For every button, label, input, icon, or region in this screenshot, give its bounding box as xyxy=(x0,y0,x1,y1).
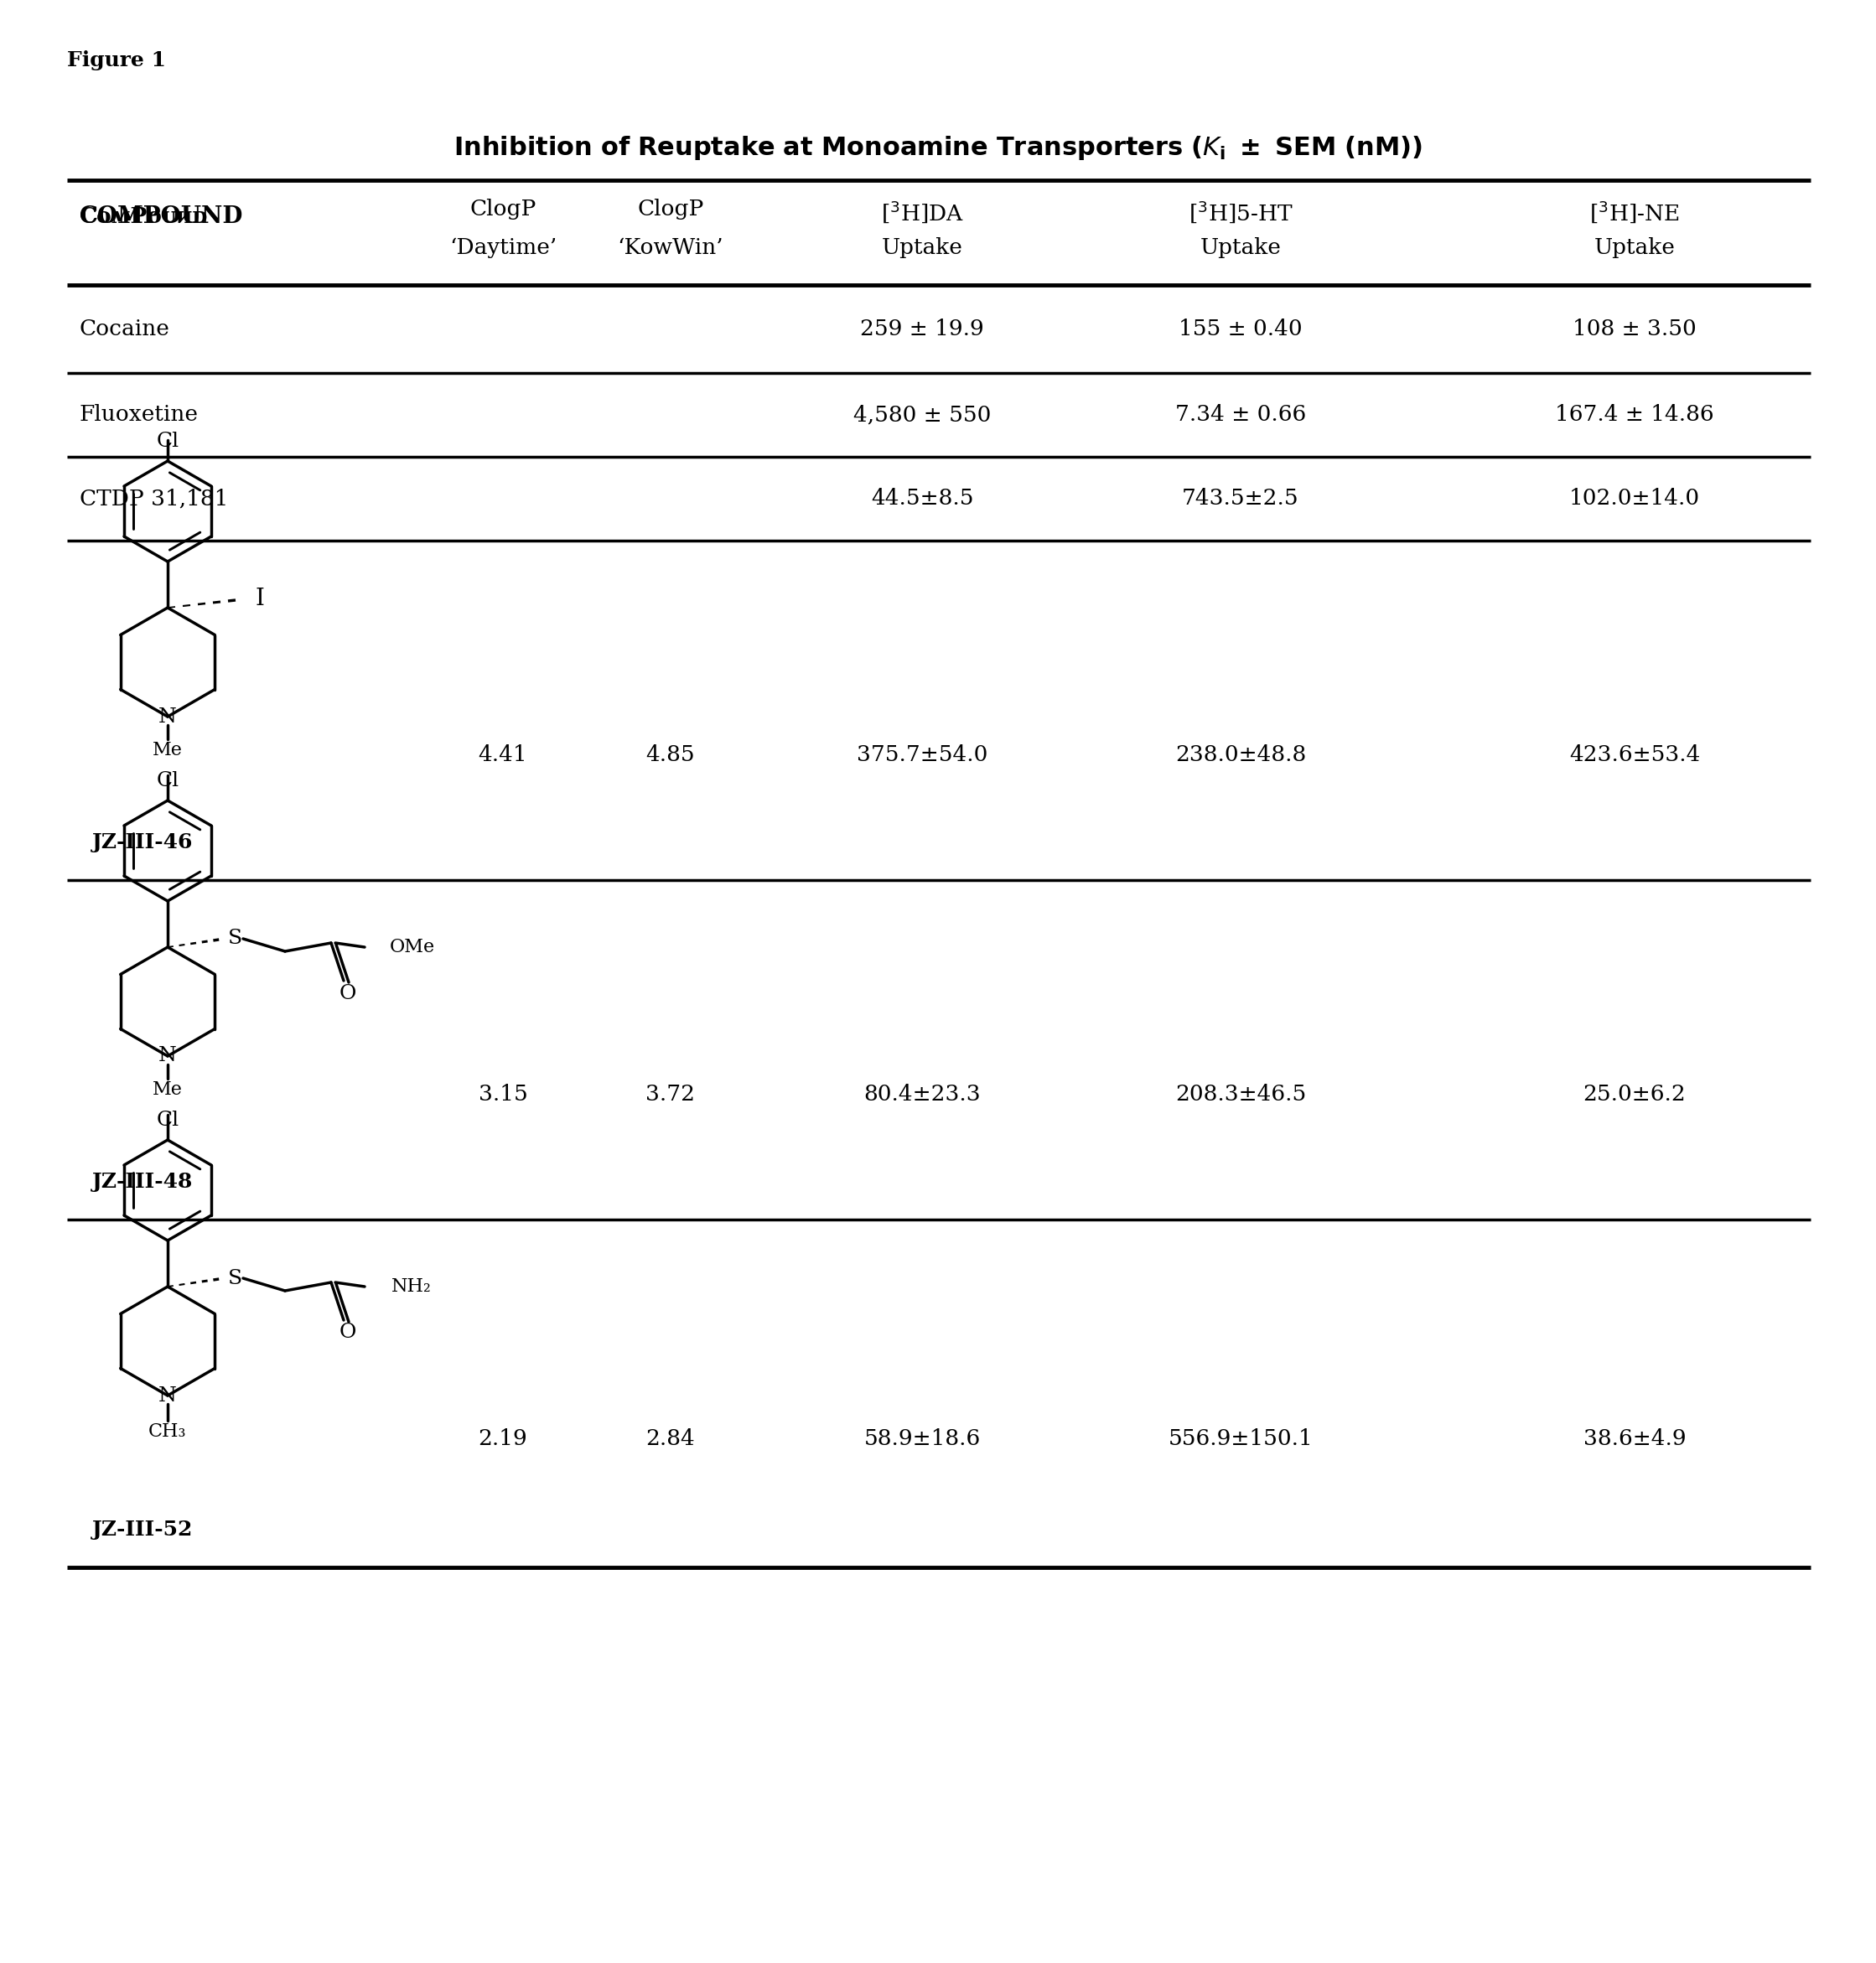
Text: ‘Daytime’: ‘Daytime’ xyxy=(448,238,557,259)
Text: ClogP: ClogP xyxy=(469,198,537,220)
Text: N: N xyxy=(158,1386,176,1406)
Text: O: O xyxy=(340,1323,356,1343)
Text: 7.34 ± 0.66: 7.34 ± 0.66 xyxy=(1174,404,1306,426)
Text: Figure 1: Figure 1 xyxy=(68,51,165,71)
Text: ClogP: ClogP xyxy=(638,198,704,220)
Text: 4,580 ± 550: 4,580 ± 550 xyxy=(854,404,991,426)
Text: 375.7±54.0: 375.7±54.0 xyxy=(857,744,987,766)
Text: 423.6±53.4: 423.6±53.4 xyxy=(1568,744,1700,766)
Text: N: N xyxy=(158,707,176,726)
Text: 167.4 ± 14.86: 167.4 ± 14.86 xyxy=(1555,404,1715,426)
Text: 208.3±46.5: 208.3±46.5 xyxy=(1174,1084,1306,1105)
Text: JZ-III-48: JZ-III-48 xyxy=(92,1172,193,1192)
Text: 155 ± 0.40: 155 ± 0.40 xyxy=(1178,318,1302,340)
Text: 2.84: 2.84 xyxy=(645,1429,696,1449)
Text: 743.5±2.5: 743.5±2.5 xyxy=(1182,489,1298,508)
Text: 3.72: 3.72 xyxy=(645,1084,696,1105)
Text: Cl: Cl xyxy=(156,771,178,791)
Text: CᴏᴍPᴏᴜᴎᴅ: CᴏᴍPᴏᴜᴎᴅ xyxy=(79,206,208,228)
Text: Uptake: Uptake xyxy=(882,238,962,259)
Text: 2.19: 2.19 xyxy=(478,1429,527,1449)
Text: 556.9±150.1: 556.9±150.1 xyxy=(1169,1429,1313,1449)
Text: 108 ± 3.50: 108 ± 3.50 xyxy=(1572,318,1696,340)
Text: CTDP 31,181: CTDP 31,181 xyxy=(79,489,229,508)
Text: 238.0±48.8: 238.0±48.8 xyxy=(1174,744,1306,766)
Text: ‘KowWin’: ‘KowWin’ xyxy=(617,238,724,259)
Text: JZ-III-52: JZ-III-52 xyxy=(92,1519,193,1539)
Text: $\mathbf{Inhibition\ of\ Reuptake\ at\ Monoamine\ Transporters\ (}$$\mathbf{\mat: $\mathbf{Inhibition\ of\ Reuptake\ at\ M… xyxy=(454,133,1422,161)
Text: 259 ± 19.9: 259 ± 19.9 xyxy=(861,318,985,340)
Text: 25.0±6.2: 25.0±6.2 xyxy=(1583,1084,1687,1105)
Text: I: I xyxy=(255,589,265,610)
Text: N: N xyxy=(158,1046,176,1066)
Text: Cl: Cl xyxy=(156,432,178,451)
Text: Fluoxetine: Fluoxetine xyxy=(79,404,199,426)
Text: S: S xyxy=(227,1268,242,1288)
Text: 4.85: 4.85 xyxy=(645,744,696,766)
Text: [$^{3}$H]DA: [$^{3}$H]DA xyxy=(880,198,964,224)
Text: 80.4±23.3: 80.4±23.3 xyxy=(863,1084,981,1105)
Text: 4.41: 4.41 xyxy=(478,744,527,766)
Text: Cocaine: Cocaine xyxy=(79,318,171,340)
Text: O: O xyxy=(340,983,356,1003)
Text: COMPOUND: COMPOUND xyxy=(79,206,244,228)
Text: JZ-III-46: JZ-III-46 xyxy=(92,832,193,852)
Text: [$^{3}$H]5-HT: [$^{3}$H]5-HT xyxy=(1189,198,1293,224)
Text: Uptake: Uptake xyxy=(1595,238,1675,259)
Text: S: S xyxy=(227,928,242,948)
Text: Me: Me xyxy=(152,740,182,760)
Text: Me: Me xyxy=(152,1080,182,1099)
Text: 102.0±14.0: 102.0±14.0 xyxy=(1568,489,1700,508)
Text: OMe: OMe xyxy=(390,938,435,956)
Text: Uptake: Uptake xyxy=(1201,238,1281,259)
Text: 3.15: 3.15 xyxy=(478,1084,527,1105)
Text: Cl: Cl xyxy=(156,1111,178,1131)
Text: 38.6±4.9: 38.6±4.9 xyxy=(1583,1429,1687,1449)
Text: [$^{3}$H]-NE: [$^{3}$H]-NE xyxy=(1589,198,1679,224)
Text: CH₃: CH₃ xyxy=(148,1423,188,1441)
Text: 44.5±8.5: 44.5±8.5 xyxy=(870,489,974,508)
Text: 58.9±18.6: 58.9±18.6 xyxy=(863,1429,981,1449)
Text: NH₂: NH₂ xyxy=(392,1278,431,1296)
